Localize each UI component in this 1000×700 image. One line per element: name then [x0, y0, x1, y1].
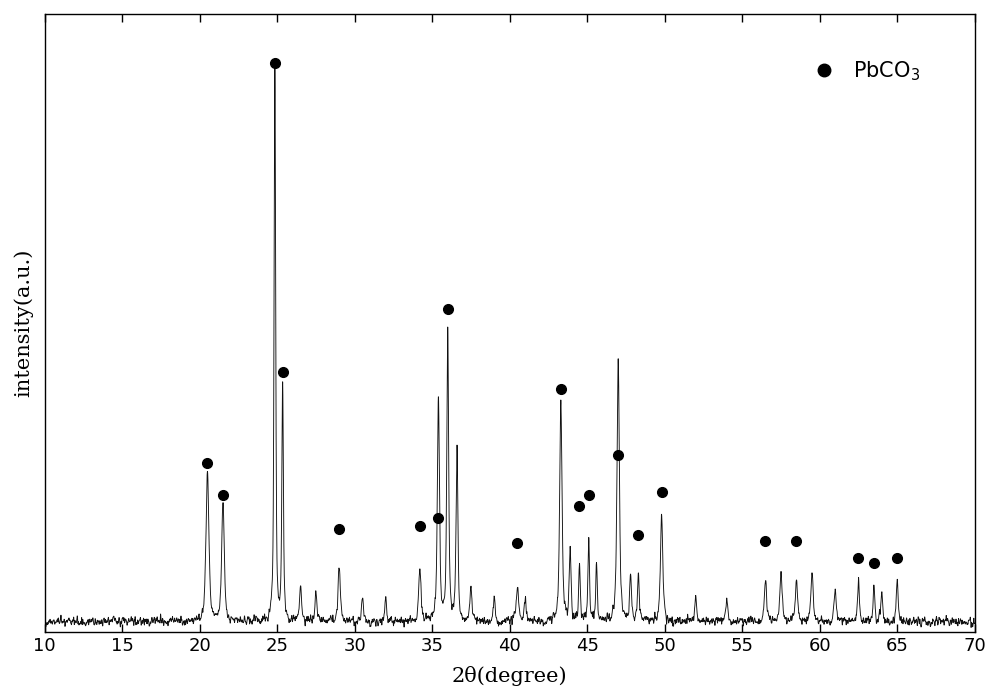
X-axis label: 2θ(degree): 2θ(degree): [452, 666, 568, 686]
Y-axis label: intensity(a.u.): intensity(a.u.): [14, 248, 34, 397]
Legend: $\mathregular{PbCO_3}$: $\mathregular{PbCO_3}$: [786, 43, 936, 100]
